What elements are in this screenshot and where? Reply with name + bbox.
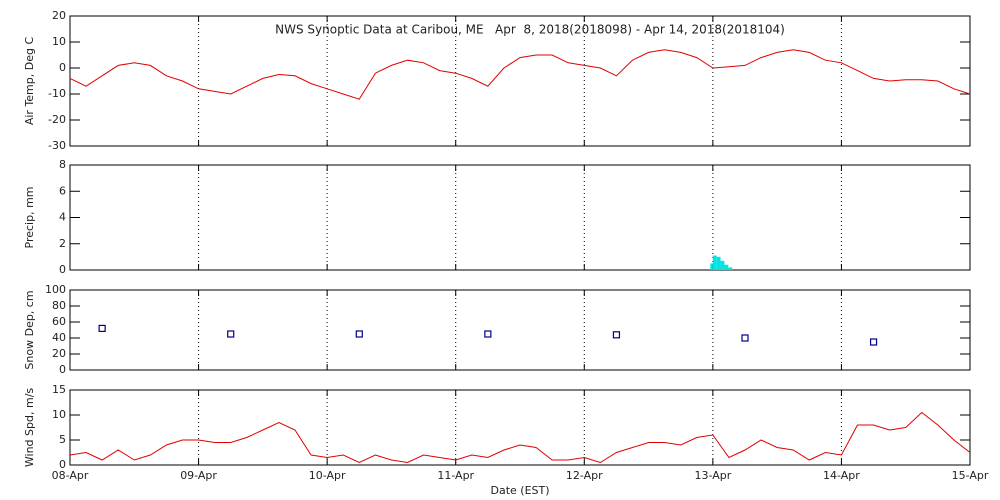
plot-frame (69, 164, 971, 271)
y-axis-label: Air Temp, Deg C (23, 37, 36, 126)
y-tick-label: 60 (52, 315, 66, 328)
bar (710, 263, 713, 270)
y-tick-label: -10 (48, 87, 66, 100)
y-axis-label: Wind Spd, m/s (23, 388, 36, 468)
y-tick-label: -20 (48, 113, 66, 126)
x-tick-label: 09-Apr (180, 469, 217, 482)
bar (720, 260, 725, 270)
plot-frame (69, 15, 971, 147)
y-tick-label: -30 (48, 139, 66, 152)
y-tick-label: 80 (52, 299, 66, 312)
y-tick-label: 10 (52, 408, 66, 421)
y-tick-label: 20 (52, 9, 66, 22)
x-tick-label: 14-Apr (823, 469, 860, 482)
point (227, 330, 235, 338)
x-axis-label: Date (EST) (490, 484, 549, 497)
bar (712, 255, 717, 270)
y-tick-label: 0 (59, 263, 66, 276)
point (741, 334, 749, 342)
bar (724, 264, 729, 270)
point (355, 330, 363, 338)
plot-frame (69, 389, 971, 466)
x-tick-label: 10-Apr (309, 469, 346, 482)
y-tick-label: 0 (59, 458, 66, 471)
point (612, 331, 621, 339)
y-tick-label: 40 (52, 331, 66, 344)
y-tick-label: 2 (59, 237, 66, 250)
x-tick-label: 15-Apr (952, 469, 989, 482)
bar (728, 267, 733, 270)
y-tick-label: 4 (59, 211, 66, 224)
y-axis-label: Precip, mm (23, 187, 36, 249)
y-tick-label: 0 (59, 363, 66, 376)
y-tick-label: 6 (59, 184, 66, 197)
y-tick-label: 100 (45, 283, 66, 296)
x-tick-label: 08-Apr (52, 469, 89, 482)
line (69, 411, 971, 464)
y-tick-label: 0 (59, 61, 66, 74)
y-tick-label: 10 (52, 35, 66, 48)
y-tick-label: 5 (59, 433, 66, 446)
y-tick-label: 8 (59, 158, 66, 171)
bar (716, 256, 721, 270)
point (484, 330, 492, 338)
y-tick-label: 15 (52, 383, 66, 396)
x-tick-label: 13-Apr (694, 469, 731, 482)
plot-frame (69, 289, 971, 371)
point (869, 338, 878, 346)
point (98, 324, 106, 332)
y-tick-label: 20 (52, 347, 66, 360)
chart-title: NWS Synoptic Data at Caribou, ME Apr 8, … (275, 23, 785, 37)
y-axis-label: Snow Dep, cm (23, 290, 36, 369)
x-tick-label: 12-Apr (566, 469, 603, 482)
x-tick-label: 11-Apr (437, 469, 474, 482)
line (69, 49, 971, 100)
